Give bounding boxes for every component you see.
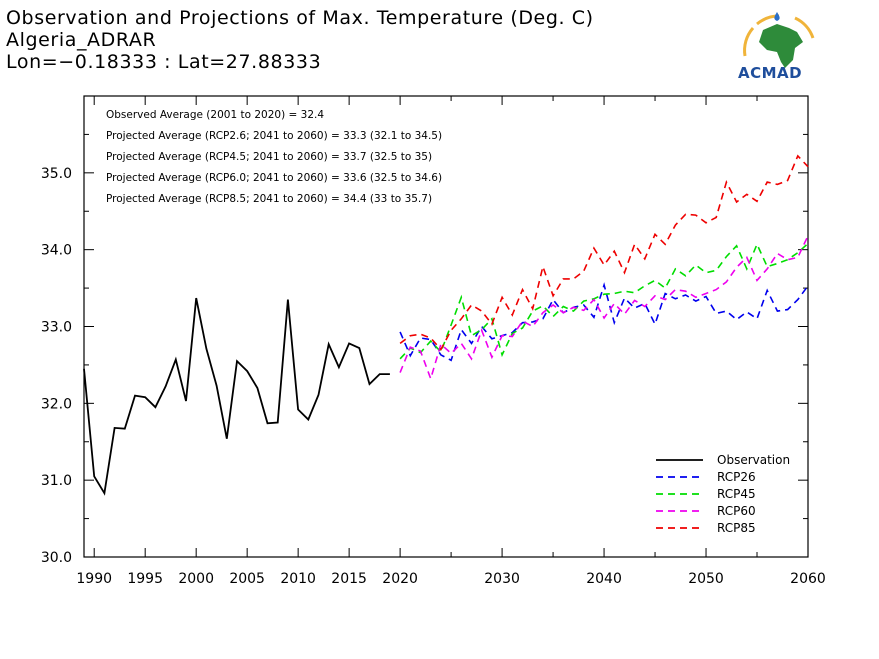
legend-label-rcp26: RCP26 [717, 470, 756, 484]
legend-label-rcp85: RCP85 [717, 521, 756, 535]
x-tick-label: 1990 [76, 571, 112, 587]
x-tick-label: 2030 [484, 571, 520, 587]
station-coordinates: Lon=−0.18333 : Lat=27.88333 [6, 51, 322, 73]
y-tick-label: 35.0 [41, 166, 72, 182]
y-tick-label: 31.0 [41, 473, 72, 489]
legend-label-rcp60: RCP60 [717, 504, 756, 518]
y-tick-label: 32.0 [41, 396, 72, 412]
x-tick-label: 2020 [382, 571, 418, 587]
legend-label-observation: Observation [717, 453, 790, 467]
x-tick-label: 2005 [229, 571, 265, 587]
y-tick-label: 30.0 [41, 550, 72, 566]
x-tick-label: 1995 [127, 571, 163, 587]
average-annotation: Observed Average (2001 to 2020) = 32.4 [106, 109, 324, 121]
logo-text: ACMAD [738, 64, 803, 82]
average-annotation: Projected Average (RCP8.5; 2041 to 2060)… [106, 193, 432, 205]
y-tick-label: 33.0 [41, 320, 72, 336]
x-tick-label: 2010 [280, 571, 316, 587]
africa-map-logo-icon [743, 12, 815, 68]
x-tick-label: 2050 [688, 571, 724, 587]
series-line-rcp26 [399, 282, 809, 362]
series-line-rcp45 [399, 242, 809, 360]
average-annotation: Projected Average (RCP4.5; 2041 to 2060)… [106, 151, 432, 163]
series-line-observation [83, 297, 390, 496]
series-line-rcp85 [399, 154, 809, 351]
y-tick-label: 34.0 [41, 243, 72, 259]
chart-title-block: Observation and Projections of Max. Temp… [6, 7, 594, 73]
x-tick-label: 2015 [331, 571, 367, 587]
x-tick-label: 2060 [790, 571, 826, 587]
legend-label-rcp45: RCP45 [717, 487, 756, 501]
chart-title: Observation and Projections of Max. Temp… [6, 7, 594, 29]
series-line-rcp60 [399, 235, 809, 382]
x-tick-label: 2040 [586, 571, 622, 587]
average-annotation: Projected Average (RCP6.0; 2041 to 2060)… [106, 172, 442, 184]
station-name: Algeria_ADRAR [6, 29, 157, 51]
average-annotation: Projected Average (RCP2.6; 2041 to 2060)… [106, 130, 442, 142]
x-tick-label: 2000 [178, 571, 214, 587]
